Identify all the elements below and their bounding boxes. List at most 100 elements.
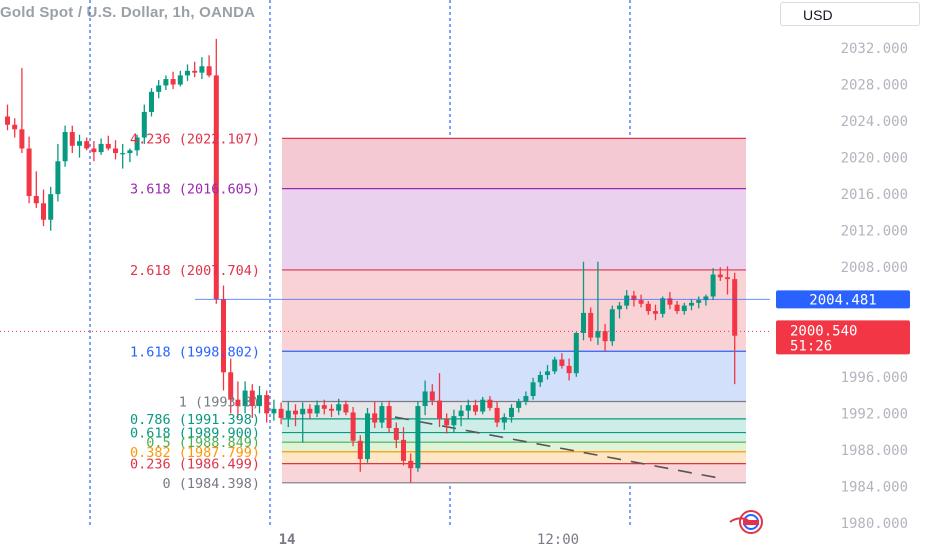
fib-zone-7 xyxy=(282,442,746,452)
candle-body xyxy=(329,408,334,411)
candle xyxy=(321,399,327,415)
candle-body xyxy=(725,277,730,280)
candle xyxy=(552,356,558,375)
candle-body xyxy=(120,153,126,155)
candle-body xyxy=(127,150,133,154)
candle-body xyxy=(429,391,435,401)
y-tick-label: 2032.000 xyxy=(841,41,908,57)
candle xyxy=(408,453,414,483)
candle-body xyxy=(660,298,666,314)
candle-body xyxy=(552,359,558,372)
trend-line xyxy=(394,416,726,480)
candle xyxy=(617,301,622,319)
candle-body xyxy=(278,408,284,418)
candle xyxy=(573,332,579,377)
candle-body xyxy=(437,400,442,419)
candle xyxy=(156,79,162,99)
candle-body xyxy=(393,428,399,440)
candle xyxy=(631,290,637,307)
candle-body xyxy=(264,395,270,414)
candle-body xyxy=(516,401,522,408)
candle xyxy=(444,413,450,434)
candle-body xyxy=(163,79,169,86)
tradingview-logo xyxy=(729,510,763,534)
candle xyxy=(545,364,550,380)
candle-body xyxy=(98,143,104,153)
candle-body xyxy=(667,298,673,305)
candle xyxy=(357,435,363,472)
candle xyxy=(401,427,406,466)
candle xyxy=(422,380,428,416)
candle-body xyxy=(631,295,637,301)
candle-body xyxy=(19,129,25,149)
candle xyxy=(12,118,18,138)
x-tick-label: 12:00 xyxy=(537,532,579,548)
candle-body xyxy=(206,66,212,76)
y-tick-label: 2008.000 xyxy=(841,260,908,276)
candle xyxy=(717,267,723,281)
last-price-badge xyxy=(776,320,910,355)
candle xyxy=(516,398,522,413)
chart-title: Gold Spot / U.S. Dollar, 1h, OANDA xyxy=(0,4,256,21)
candle-body xyxy=(62,132,68,162)
candle-body xyxy=(523,396,529,402)
candle-body xyxy=(530,382,536,397)
candle-body xyxy=(242,390,248,407)
candle xyxy=(257,385,262,414)
currency-selector[interactable]: USD xyxy=(780,2,920,26)
candle-body xyxy=(566,365,572,374)
candle-body xyxy=(480,399,486,412)
candle xyxy=(581,261,586,341)
candle-body xyxy=(257,395,262,407)
candle-body xyxy=(638,300,644,304)
candle-body xyxy=(213,75,219,300)
candle-body xyxy=(609,309,615,342)
candle xyxy=(494,401,500,428)
fib-labels: 4.236 (2022.107) 3.618 (2016.605) 2.618 (2… xyxy=(130,131,260,491)
candle-body xyxy=(379,406,385,423)
candle-body xyxy=(307,408,313,414)
candle-body xyxy=(710,274,716,297)
time-axis: 14 12:00 xyxy=(279,532,580,548)
candle xyxy=(451,409,457,433)
candle xyxy=(343,400,349,416)
candle xyxy=(69,125,75,154)
candle xyxy=(329,404,334,418)
candle xyxy=(595,261,601,345)
fib-label-4: 1 (1993.3) xyxy=(179,395,260,411)
candle xyxy=(242,381,248,414)
candle-body xyxy=(602,331,608,342)
candle-body xyxy=(350,412,356,441)
bar-countdown-label: 51:26 xyxy=(790,338,832,354)
candle xyxy=(55,143,61,202)
candle xyxy=(559,353,565,369)
candle xyxy=(336,398,342,416)
candle-body xyxy=(26,148,32,196)
candle-body xyxy=(199,66,205,73)
y-tick-label: 1996.000 xyxy=(841,370,908,386)
candle-body xyxy=(300,408,306,415)
candle-body xyxy=(645,303,651,312)
fib-extension-zones xyxy=(282,138,746,483)
candle xyxy=(62,125,68,167)
y-tick-label: 1980.000 xyxy=(841,516,908,532)
candle xyxy=(509,404,514,423)
candle-body xyxy=(12,124,18,130)
candle-body xyxy=(588,312,594,338)
candle-body xyxy=(33,195,39,204)
candle-body xyxy=(336,404,342,411)
candle-body xyxy=(177,75,183,85)
y-tick-label: 2012.000 xyxy=(841,224,908,240)
candle xyxy=(530,377,536,400)
candle-body xyxy=(451,416,457,426)
candle xyxy=(192,61,198,78)
candle-body xyxy=(653,311,658,314)
candle-body xyxy=(415,406,421,469)
y-tick-label: 2024.000 xyxy=(841,114,908,130)
candle-body xyxy=(458,410,464,417)
candle xyxy=(33,171,39,208)
candle xyxy=(120,143,126,169)
candle-body xyxy=(113,148,118,154)
candle xyxy=(271,399,277,421)
